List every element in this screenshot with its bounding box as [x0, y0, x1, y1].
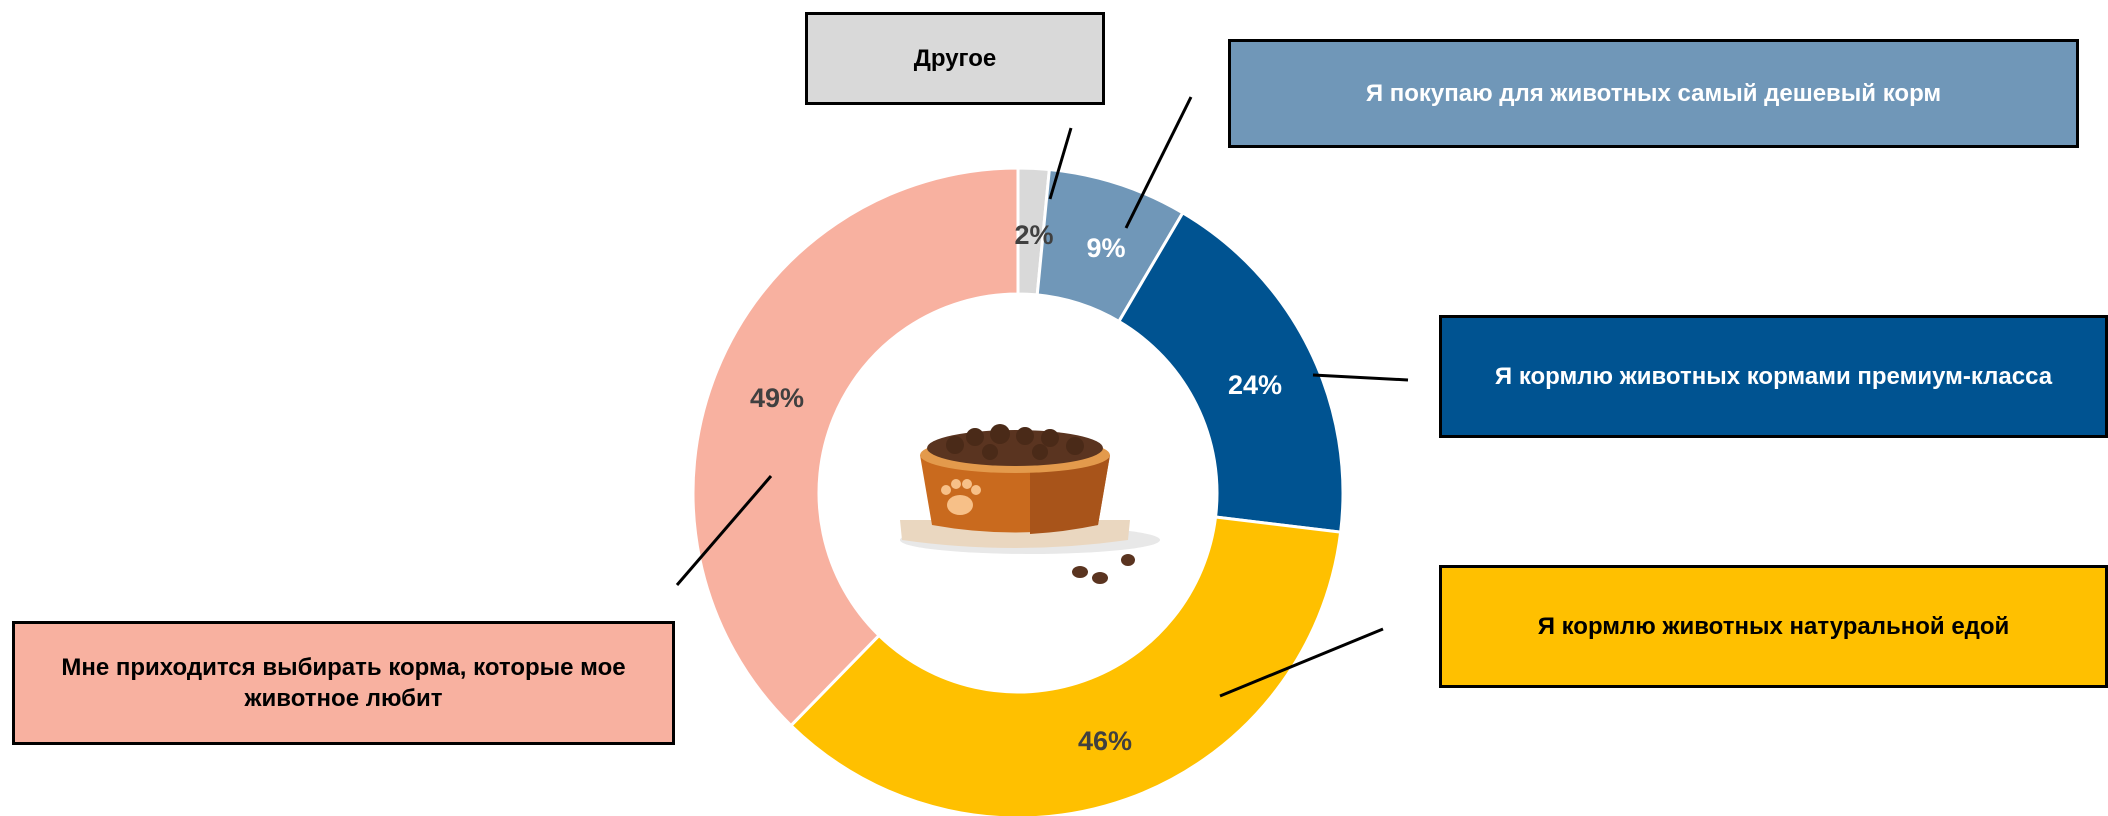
bowl-illustration — [900, 424, 1160, 584]
data-label: 46% — [1078, 726, 1132, 756]
data-label: 24% — [1228, 370, 1282, 400]
category-label: Другое — [805, 12, 1105, 105]
category-label: Я кормлю животных натуральной едой — [1439, 565, 2108, 688]
data-label: 2% — [1014, 220, 1053, 250]
category-label: Я кормлю животных кормами премиум-класса — [1439, 315, 2108, 438]
category-label: Мне приходится выбирать корма, которые м… — [12, 621, 675, 745]
data-label: 49% — [750, 383, 804, 413]
category-label: Я покупаю для животных самый дешевый кор… — [1228, 39, 2079, 148]
donut-slice — [791, 517, 1341, 816]
data-label: 9% — [1086, 233, 1125, 263]
chart: 2% 9% 24% 46% 49% Другое Я покупаю для животн… — [0, 0, 2108, 816]
connector-line — [1313, 375, 1408, 380]
